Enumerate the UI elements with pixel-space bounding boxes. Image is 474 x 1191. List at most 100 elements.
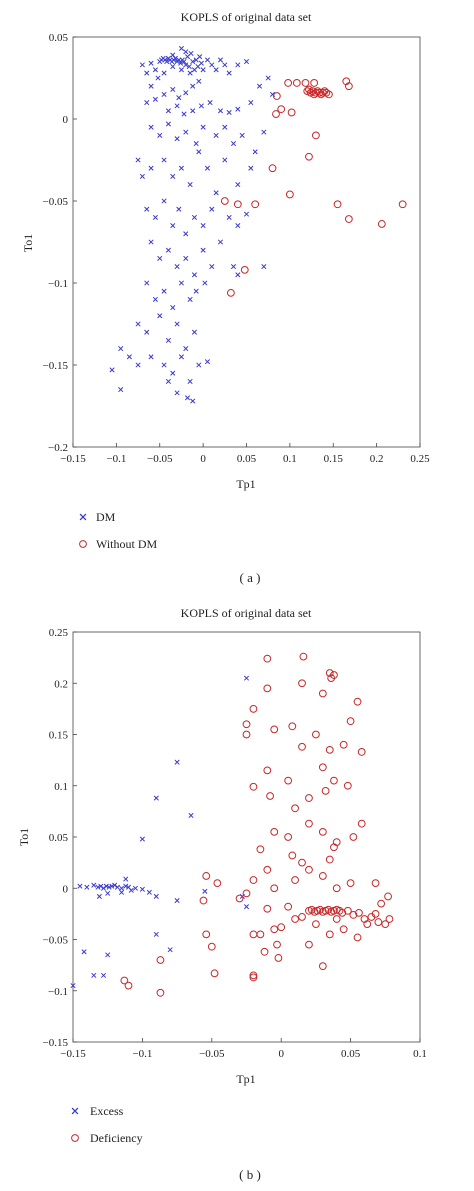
data-point-dm <box>157 255 163 261</box>
data-point-dm <box>198 60 204 66</box>
legend-b-deficiency: Deficiency <box>71 1131 143 1145</box>
data-point-deficiency <box>357 748 366 756</box>
legend-a-dm: DM <box>79 510 116 524</box>
data-point-dm <box>187 182 193 188</box>
chart-b-y-tick-label: −0.05 <box>43 935 69 947</box>
data-point-deficiency <box>298 679 306 688</box>
data-point-dm <box>174 136 180 142</box>
data-point-dm <box>190 83 196 89</box>
data-point-dm <box>157 313 163 319</box>
data-point-dm <box>148 239 154 245</box>
data-point-deficiency <box>242 730 251 739</box>
data-point-deficiency <box>249 782 258 791</box>
data-point-excess <box>70 983 76 989</box>
chart-a-y-ticks: 0.05 0 −0.05 −0.1 −0.15 −0.2 <box>43 32 77 454</box>
data-point-deficiency <box>249 930 258 939</box>
data-point-deficiency <box>156 956 165 964</box>
data-point-deficiency <box>346 717 355 726</box>
data-point-deficiency <box>318 827 327 836</box>
data-point-deficiency <box>124 981 133 990</box>
data-point-deficiency <box>339 740 348 749</box>
data-point-deficiency <box>274 954 283 962</box>
data-point-excess <box>91 972 97 978</box>
legend-b-deficiency-marker <box>71 1134 79 1142</box>
data-point-deficiency <box>325 669 334 677</box>
data-point-excess <box>167 947 173 953</box>
data-point-excess <box>174 897 180 904</box>
data-point-excess <box>119 885 125 891</box>
data-point-deficiency <box>260 947 269 956</box>
data-point-deficiency <box>263 904 272 913</box>
chart-b-y-tick-label: 0 <box>63 883 69 895</box>
data-point-dm <box>152 214 158 220</box>
chart-b-x-axis-label: Tp1 <box>236 1072 255 1086</box>
data-point-dm <box>181 59 187 65</box>
data-point-without-dm <box>333 200 342 209</box>
data-point-dm <box>170 173 176 179</box>
data-point-without-dm <box>220 197 229 205</box>
data-point-deficiency <box>242 889 251 898</box>
data-point-excess <box>109 883 115 889</box>
data-point-deficiency <box>263 865 272 874</box>
data-point-dm <box>170 86 176 93</box>
data-point-dm <box>178 165 184 171</box>
data-point-dm <box>222 157 228 163</box>
data-point-dm <box>176 95 182 101</box>
chart-b-x-tick-label: 0.1 <box>413 1048 427 1060</box>
data-point-excess <box>153 893 159 900</box>
legend-a-dm-marker <box>79 513 87 521</box>
chart-a-x-tick-label: 0.1 <box>283 453 297 465</box>
data-point-deficiency <box>374 918 383 926</box>
chart-a-y-tick-label: −0.15 <box>43 360 69 372</box>
data-point-dm <box>152 96 158 102</box>
data-point-dm <box>135 362 141 368</box>
data-point-deficiency <box>210 969 219 978</box>
data-point-dm <box>188 50 194 56</box>
data-point-deficiency <box>202 872 211 880</box>
data-point-dm <box>165 337 171 343</box>
data-point-excess <box>202 888 208 894</box>
chart-a-x-tick-label: −0.1 <box>106 453 126 465</box>
data-point-deficiency <box>263 684 272 693</box>
data-point-dm <box>248 165 254 171</box>
legend-a-without-dm: Without DM <box>79 537 158 551</box>
data-point-dm <box>148 83 154 89</box>
data-point-dm <box>235 62 241 68</box>
data-point-without-dm <box>272 110 280 118</box>
data-point-dm <box>176 206 182 212</box>
data-point-dm <box>161 198 167 204</box>
data-point-dm <box>243 59 250 65</box>
data-point-dm <box>170 305 176 311</box>
data-point-deficiency <box>249 973 258 982</box>
data-point-excess <box>106 884 112 890</box>
data-point-deficiency <box>298 913 306 921</box>
data-point-dm <box>200 223 206 229</box>
chart-b-x-tick-label: 0.05 <box>341 1048 361 1060</box>
data-point-deficiency <box>291 915 299 923</box>
chart-a-x-tick-label: −0.05 <box>147 453 173 465</box>
data-point-dm <box>190 398 196 404</box>
data-point-dm <box>118 387 124 393</box>
data-point-dm <box>135 157 141 163</box>
data-point-dm <box>161 288 167 294</box>
data-point-dm <box>164 59 170 65</box>
data-point-dm <box>184 395 191 401</box>
chart-b-series-deficiency <box>120 652 394 997</box>
data-point-dm <box>193 288 199 294</box>
data-point-deficiency <box>349 833 358 841</box>
data-point-deficiency <box>256 845 265 854</box>
data-point-excess <box>153 931 159 937</box>
chart-a-x-axis-label: Tp1 <box>236 477 255 491</box>
data-point-dm <box>148 124 154 130</box>
data-point-dm <box>139 173 145 179</box>
data-point-without-dm <box>284 79 293 87</box>
data-point-without-dm <box>344 215 353 223</box>
chart-a-x-tick-label: 0.2 <box>370 453 384 465</box>
chart-b-y-tick-label: 0.2 <box>54 678 68 690</box>
data-point-dm <box>248 100 254 106</box>
data-point-deficiency <box>270 725 279 734</box>
data-point-excess <box>128 887 134 893</box>
data-point-excess <box>77 883 83 889</box>
data-point-without-dm <box>268 164 277 173</box>
